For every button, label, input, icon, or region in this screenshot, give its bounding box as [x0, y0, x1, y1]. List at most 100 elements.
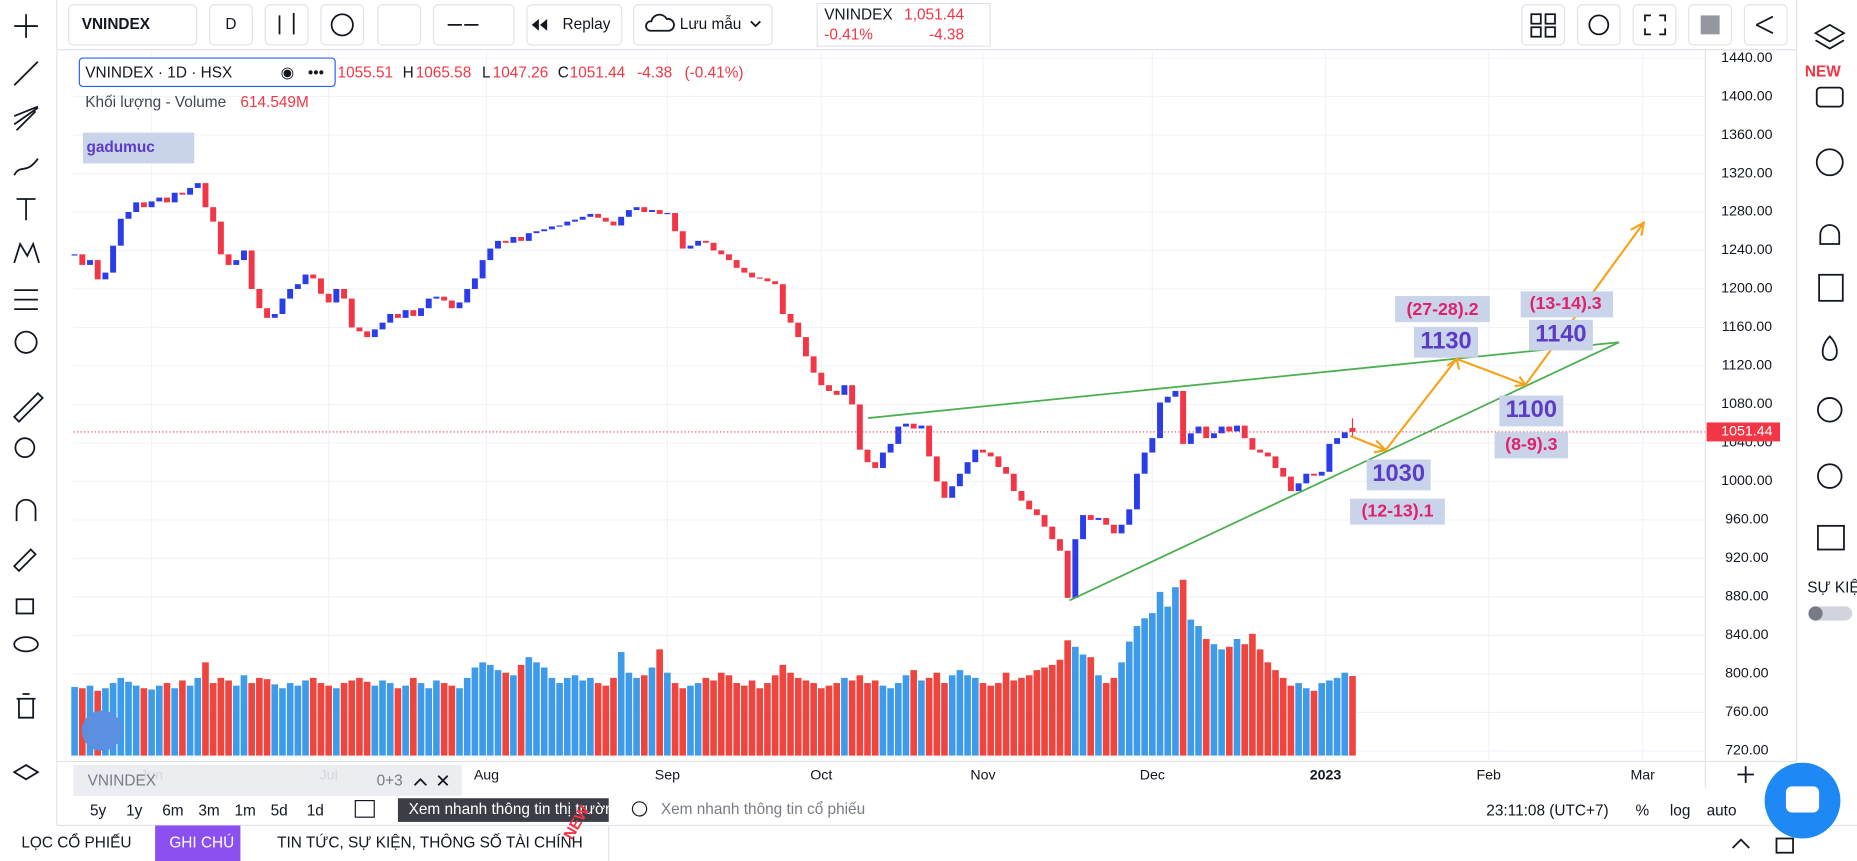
candle-body: [1118, 524, 1125, 534]
visibility-tool[interactable]: [13, 636, 39, 653]
settings-side-icon[interactable]: [1817, 463, 1843, 489]
candle-body: [1280, 467, 1287, 477]
save-button[interactable]: [633, 4, 773, 46]
legend-box[interactable]: [78, 57, 336, 88]
auto-option[interactable]: auto: [1707, 802, 1737, 819]
indicator-button[interactable]: [320, 4, 365, 46]
candle-body: [210, 207, 217, 222]
volume-bar: [386, 683, 394, 756]
layout-button[interactable]: [1521, 4, 1566, 46]
candle-body: [402, 310, 409, 318]
chart-type-button[interactable]: [264, 4, 309, 46]
candle-body: [341, 288, 348, 299]
axes: 1440.00 1400.00 1360.00 1320.00 1280.00 1240.…: [140, 50, 1781, 783]
mini-controls[interactable]: [413, 775, 449, 786]
lock-tool[interactable]: [15, 598, 35, 615]
share-button[interactable]: [1743, 4, 1788, 46]
x-tick-label: Mar: [1630, 767, 1655, 783]
candle-body: [140, 202, 147, 208]
y-tick-label: 1400.00: [1721, 88, 1772, 104]
expand[interactable]: [1775, 837, 1794, 854]
candle-body: [579, 216, 586, 220]
delete-tool[interactable]: [16, 693, 36, 719]
layers-tool[interactable]: [12, 764, 40, 781]
hotlist-icon[interactable]: [1821, 335, 1838, 361]
calendar-icon[interactable]: [354, 800, 375, 818]
symbol-box[interactable]: [68, 4, 198, 46]
volume-bar: [1095, 675, 1102, 756]
calendar-events-icon[interactable]: [1817, 397, 1843, 423]
volume-bar: [633, 677, 640, 756]
volume-bar: [248, 683, 255, 756]
prediction-tool[interactable]: [14, 289, 38, 310]
alert-icon[interactable]: [1819, 224, 1841, 245]
legend-eye[interactable]: ◉: [281, 64, 294, 81]
volume-bar: [148, 689, 155, 756]
globe-icon[interactable]: [1815, 148, 1844, 177]
line-tool[interactable]: [13, 60, 39, 86]
calc-icon[interactable]: [1817, 524, 1845, 551]
volume-bar: [787, 672, 794, 756]
range-button[interactable]: 1y: [126, 802, 143, 819]
top-toolbar: VNINDEX D Replay Lưu mẫu VNINDEX 1,051.4…: [56, 2, 1797, 51]
volume-bar: [517, 664, 525, 756]
magnet-tool[interactable]: [15, 498, 37, 522]
legend-more[interactable]: •••: [308, 64, 324, 81]
range-button[interactable]: 1m: [234, 802, 255, 819]
percent-option[interactable]: %: [1636, 802, 1650, 819]
range-button[interactable]: 5y: [90, 802, 107, 819]
volume-bar: [1218, 649, 1225, 756]
volume-bar: [171, 688, 179, 756]
emoji-tool[interactable]: [14, 330, 38, 354]
lock-draw-tool[interactable]: [12, 548, 37, 573]
quote-change-pct: -0.41%: [824, 27, 873, 44]
fib-tool[interactable]: [13, 105, 39, 131]
candle-body: [1064, 550, 1071, 598]
volume-bar: [933, 672, 941, 756]
y-tick-label: 800.00: [1725, 666, 1769, 682]
label-box: [1350, 498, 1445, 525]
axis-settings[interactable]: [1737, 766, 1754, 783]
range-button[interactable]: 6m: [162, 802, 183, 819]
collapse[interactable]: [1732, 838, 1750, 849]
x-tick-label: Sep: [655, 767, 680, 783]
crosshair-tool[interactable]: [14, 14, 38, 38]
tab[interactable]: GHI CHÚ: [169, 834, 234, 851]
watchlist-icon[interactable]: [1813, 23, 1846, 50]
market-search[interactable]: Xem nhanh thông tin thị trường: [409, 801, 623, 818]
settings-button[interactable]: [1576, 4, 1621, 46]
notes-icon[interactable]: [1818, 273, 1844, 302]
volume-bar: [802, 680, 810, 756]
candle-body: [379, 322, 386, 330]
target-note: (13-14).3: [1530, 293, 1602, 313]
text-tool[interactable]: [16, 198, 36, 221]
volume-bar: [887, 688, 894, 756]
candle-body: [117, 218, 124, 246]
pattern-tool[interactable]: [13, 241, 40, 264]
tab[interactable]: TIN TỨC, SỰ KIỆN, THÔNG SỐ TÀI CHÍNH: [277, 833, 583, 851]
brush-tool[interactable]: [13, 158, 39, 176]
ruler-tool[interactable]: [12, 391, 44, 423]
volume-bar: [1264, 662, 1272, 756]
range-button[interactable]: 3m: [198, 802, 219, 819]
mini-panel-box: [73, 765, 462, 796]
zoom-tool[interactable]: [14, 437, 36, 459]
log-option[interactable]: log: [1670, 802, 1691, 819]
stock-search[interactable]: Xem nhanh thông tin cổ phiếu: [661, 801, 865, 818]
volume-bar: [117, 677, 125, 756]
y-tick-label: 1200.00: [1721, 281, 1772, 297]
candle-body: [548, 226, 555, 230]
candle-body: [856, 404, 863, 450]
fullscreen-button[interactable]: [1632, 4, 1677, 46]
volume-bar: [394, 688, 402, 756]
interval-box[interactable]: [209, 4, 253, 46]
quote-symbol: VNINDEX: [824, 6, 892, 23]
script-button[interactable]: [377, 4, 422, 46]
range-button[interactable]: 1d: [307, 802, 324, 819]
active-tab[interactable]: [155, 825, 241, 861]
chat-icon[interactable]: [1815, 86, 1844, 108]
range-button[interactable]: 5d: [271, 802, 288, 819]
replay-button[interactable]: [526, 4, 623, 46]
tab[interactable]: LỌC CỔ PHIẾU: [21, 833, 131, 851]
